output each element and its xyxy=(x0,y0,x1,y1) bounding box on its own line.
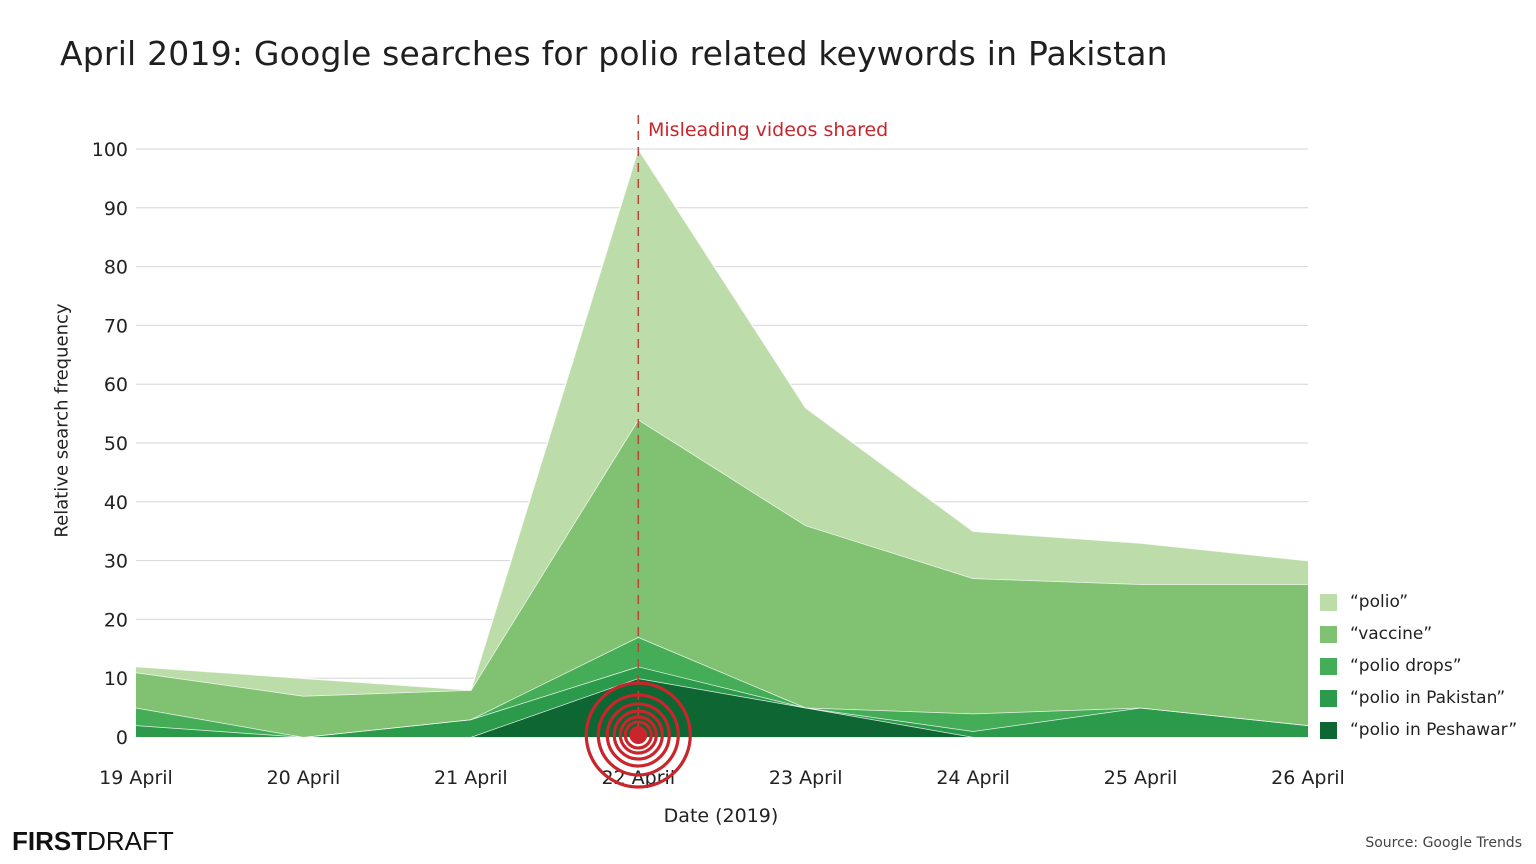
chart-title: April 2019: Google searches for polio re… xyxy=(60,34,1168,73)
y-tick-label: 90 xyxy=(104,198,128,220)
legend-label: “polio in Pakistan” xyxy=(1350,688,1506,708)
legend-item-polio-in-peshawar: “polio in Peshawar” xyxy=(1320,714,1517,746)
y-tick-label: 30 xyxy=(104,551,128,573)
area-series-4 xyxy=(136,149,1308,696)
legend-swatch-icon xyxy=(1320,657,1337,675)
pulse-ring-icon xyxy=(612,709,664,761)
x-tick-label: 24 April xyxy=(936,767,1010,789)
pulse-center-icon xyxy=(629,726,648,744)
pulse-ring-icon xyxy=(584,681,692,789)
y-tick-label: 20 xyxy=(104,609,128,631)
legend: “polio” “vaccine” “polio drops” “polio i… xyxy=(1320,586,1517,746)
pulse-ring-icon xyxy=(605,702,671,768)
y-tick-label: 10 xyxy=(104,668,128,690)
legend-swatch-icon xyxy=(1320,593,1337,611)
pulse-ring-icon xyxy=(618,715,658,755)
x-tick-label: 25 April xyxy=(1104,767,1178,789)
legend-swatch-icon xyxy=(1320,721,1337,739)
legend-item-polio: “polio” xyxy=(1320,586,1517,618)
y-tick-label: 50 xyxy=(104,433,128,455)
legend-label: “polio in Peshawar” xyxy=(1350,720,1518,740)
x-tick-label: 20 April xyxy=(267,767,341,789)
y-tick-label: 0 xyxy=(116,727,128,749)
annotation-label: Misleading videos shared xyxy=(648,119,889,141)
logo-light: DRAFT xyxy=(87,826,174,856)
legend-swatch-icon xyxy=(1320,625,1337,643)
x-axis-label: Date (2019) xyxy=(663,805,779,827)
legend-label: “vaccine” xyxy=(1350,624,1433,644)
legend-label: “polio” xyxy=(1350,592,1409,612)
logo-bold: FIRST xyxy=(12,826,88,856)
x-tick-label: 19 April xyxy=(99,767,173,789)
pulse-ring-icon xyxy=(623,720,653,750)
series-boundary-line xyxy=(135,147,1309,691)
legend-label: “polio drops” xyxy=(1350,656,1462,676)
series-boundary-line xyxy=(135,636,1309,738)
x-tick-label: 23 April xyxy=(769,767,843,789)
legend-swatch-icon xyxy=(1320,689,1337,707)
y-tick-label: 40 xyxy=(104,492,128,514)
y-tick-label: 100 xyxy=(92,139,128,161)
x-tick-label: 26 April xyxy=(1271,767,1345,789)
legend-item-vaccine: “vaccine” xyxy=(1320,618,1517,650)
legend-item-polio-in-pakistan: “polio in Pakistan” xyxy=(1320,682,1517,714)
x-tick-label: 21 April xyxy=(434,767,508,789)
source-note: Source: Google Trends xyxy=(1365,835,1522,851)
y-tick-label: 70 xyxy=(104,315,128,337)
y-tick-label: 80 xyxy=(104,257,128,279)
pulse-ring-icon xyxy=(596,693,680,777)
firstdraft-logo: FIRSTDRAFT xyxy=(12,826,174,857)
area-series-3 xyxy=(136,419,1308,737)
y-axis-label: Relative search frequency xyxy=(51,303,73,538)
legend-item-polio-drops: “polio drops” xyxy=(1320,650,1517,682)
area-series-1 xyxy=(136,666,1308,737)
y-tick-label: 60 xyxy=(104,374,128,396)
area-series-0 xyxy=(136,678,1308,737)
